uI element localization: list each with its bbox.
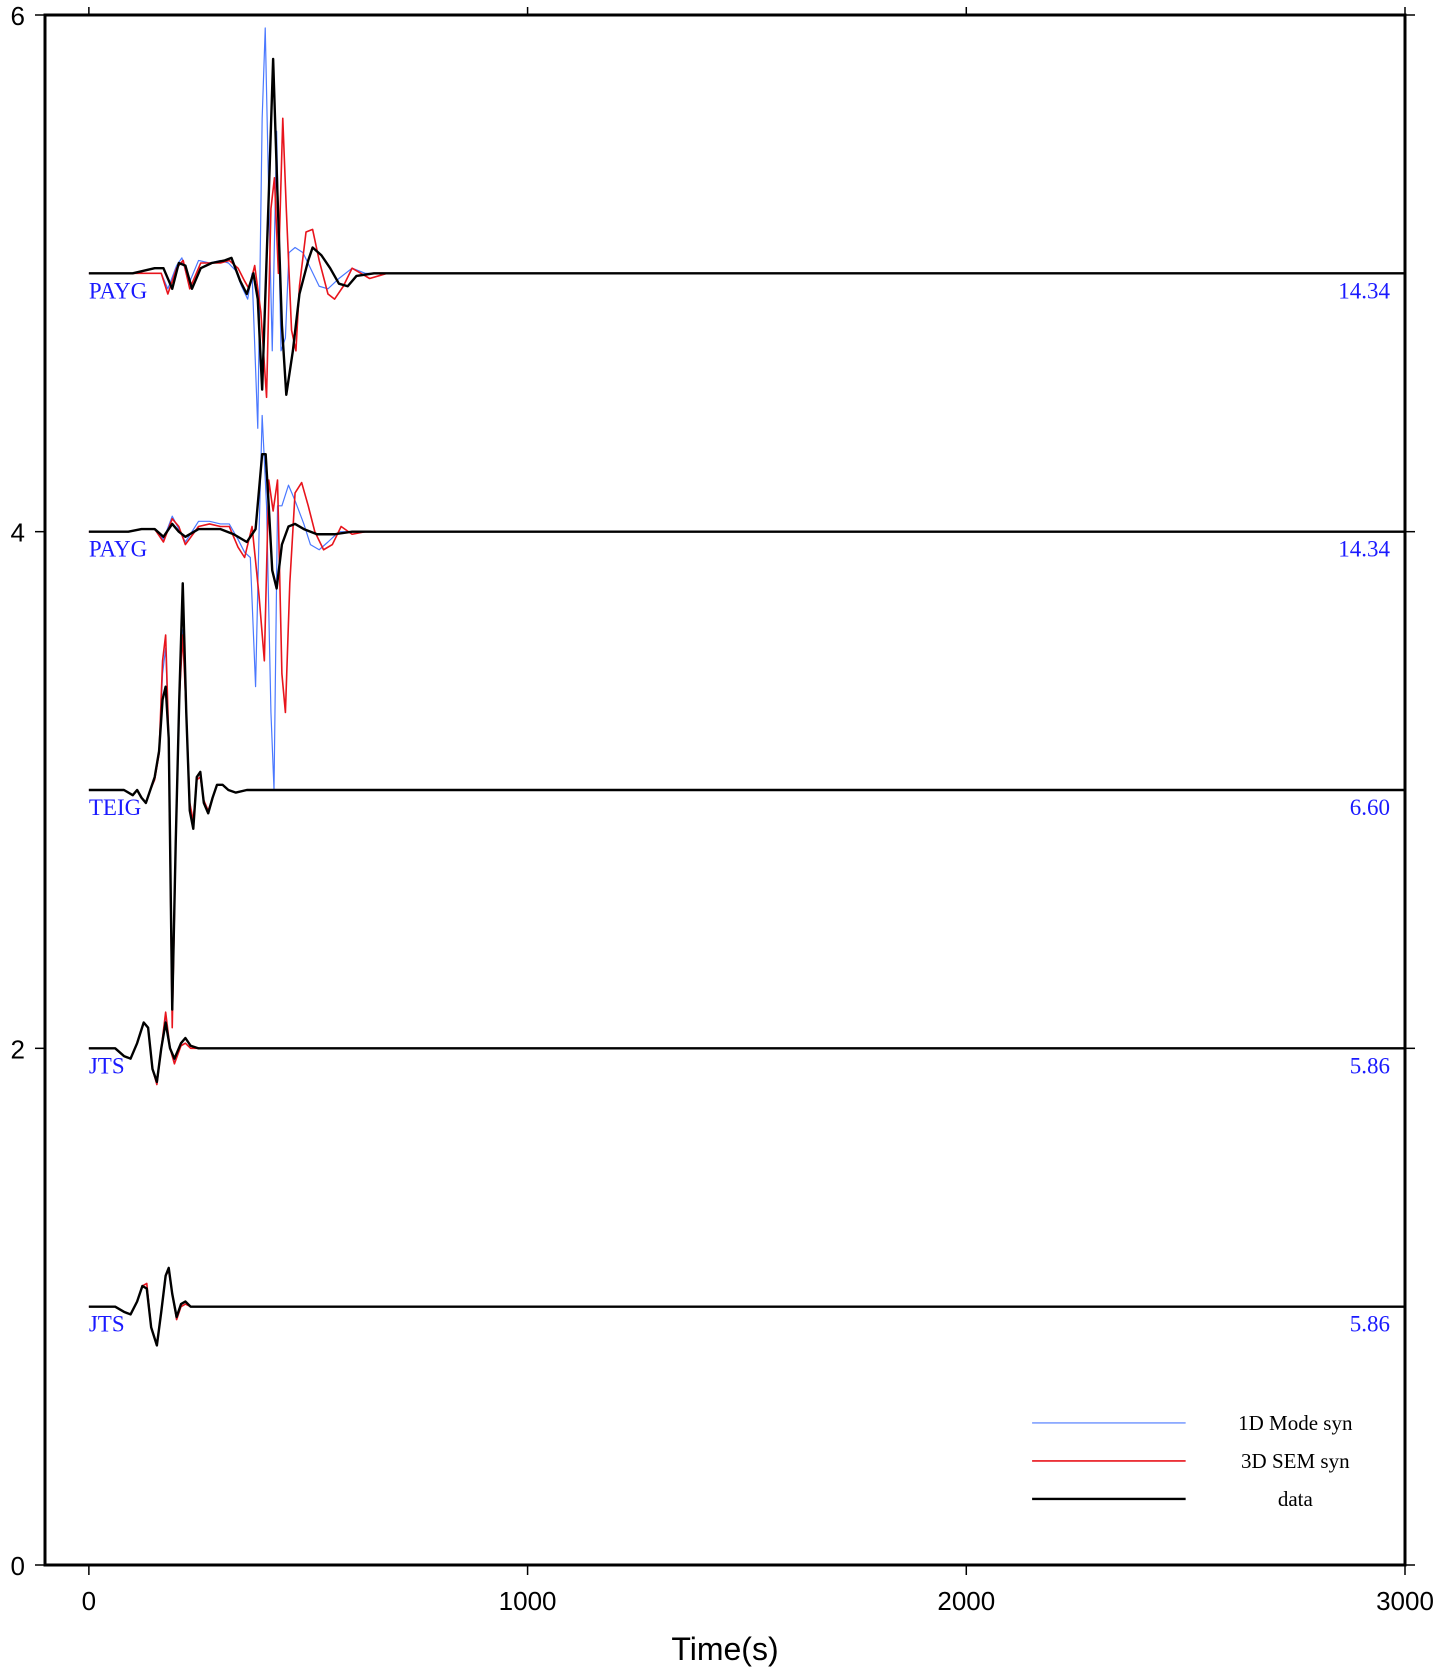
legend: 1D Mode syn 3D SEM syn data <box>1032 1411 1353 1511</box>
amplitude-label: 14.34 <box>1338 537 1390 562</box>
x-tick-label: 3000 <box>1376 1586 1434 1616</box>
trace-payg-0 <box>88 27 1405 429</box>
legend-label: data <box>1278 1487 1314 1511</box>
traces-layer <box>88 27 1405 1347</box>
waveform-sem-line <box>88 117 1405 399</box>
waveform-data-line <box>88 582 1405 1011</box>
waveform-data-line <box>88 1266 1405 1347</box>
waveform-mode-line <box>88 1016 1405 1086</box>
station-label: PAYG <box>89 278 147 303</box>
station-labels: PAYG 14.34 PAYG 14.34 TEIG 6.60 JTS 5.86 JTS 5.86 <box>89 278 1391 1336</box>
trace-teig-2 <box>88 582 1405 1029</box>
station-label: PAYG <box>89 537 147 562</box>
waveform-data-line <box>88 57 1405 396</box>
legend-label: 1D Mode syn <box>1238 1411 1353 1435</box>
plot-frame <box>43 13 1407 1567</box>
waveform-mode-line <box>88 1269 1405 1347</box>
axis-ticks: 0 1000 2000 3000 0 2 4 6 <box>11 1 1434 1616</box>
waveform-data-line <box>88 1021 1405 1084</box>
waveform-mode-line <box>88 27 1405 429</box>
y-tick-label: 2 <box>11 1034 25 1064</box>
y-tick-label: 4 <box>11 518 25 548</box>
trace-jts-4 <box>88 1266 1405 1347</box>
x-axis-title: Time(s) <box>671 1631 778 1667</box>
x-tick-label: 0 <box>82 1586 96 1616</box>
station-label: JTS <box>89 1312 125 1337</box>
amplitude-label: 5.86 <box>1350 1053 1390 1078</box>
amplitude-label: 6.60 <box>1350 795 1390 820</box>
x-tick-label: 1000 <box>499 1586 557 1616</box>
station-label: TEIG <box>89 795 141 820</box>
y-tick-label: 6 <box>11 1 25 31</box>
amplitude-label: 14.34 <box>1338 278 1390 303</box>
trace-jts-3 <box>88 1011 1405 1086</box>
waveform-mode-line <box>88 414 1405 791</box>
waveform-sem-line <box>88 479 1405 714</box>
x-tick-label: 2000 <box>937 1586 995 1616</box>
y-tick-label: 0 <box>11 1551 25 1581</box>
waveform-sem-line <box>88 1269 1405 1347</box>
station-label: JTS <box>89 1053 125 1078</box>
legend-label: 3D SEM syn <box>1241 1449 1350 1473</box>
trace-payg-1 <box>88 414 1405 791</box>
waveform-data-line <box>88 452 1405 590</box>
amplitude-label: 5.86 <box>1350 1312 1390 1337</box>
